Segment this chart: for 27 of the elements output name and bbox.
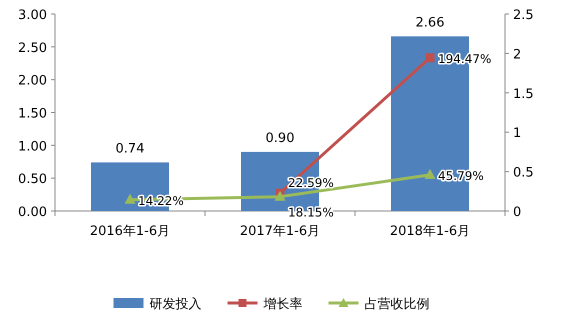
y-tick-label: 1.50 [18,106,47,122]
legend-label: 占营收比例 [364,297,430,312]
y2-tick-label: 2 [513,47,522,62]
point [426,53,434,62]
point [274,190,286,201]
y2-tick-label: 2.5 [513,8,534,23]
y2-tick-label: 1 [513,126,522,142]
data-label: 14.22% [138,194,184,208]
y-tick-label: 0.50 [18,172,47,188]
point [124,194,136,204]
y-tick-label: 2.00 [18,74,47,89]
x-tick-label: 2017年1-6月 [240,224,320,239]
legend-label: 增长率 [262,296,302,312]
legend-label: 研发投入 [150,297,202,312]
data-label: 2.66 [416,15,444,30]
y-tick-label: 1.00 [18,139,47,154]
data-label: 0.90 [266,130,294,146]
x-tick-label: 2016年1-6月 [90,224,170,239]
data-label: 0.74 [116,141,144,156]
y2-tick-label: 1.5 [513,86,534,102]
y-tick-label: 2.50 [18,40,47,56]
y2-tick-label: 0 [513,205,522,220]
y-tick-label: 0.00 [18,205,47,220]
x-tick-label: 2018年1-6月 [390,224,470,239]
point [424,168,436,179]
y-tick-label: 3.00 [18,8,47,23]
y2-tick-label: 0.5 [513,166,534,181]
